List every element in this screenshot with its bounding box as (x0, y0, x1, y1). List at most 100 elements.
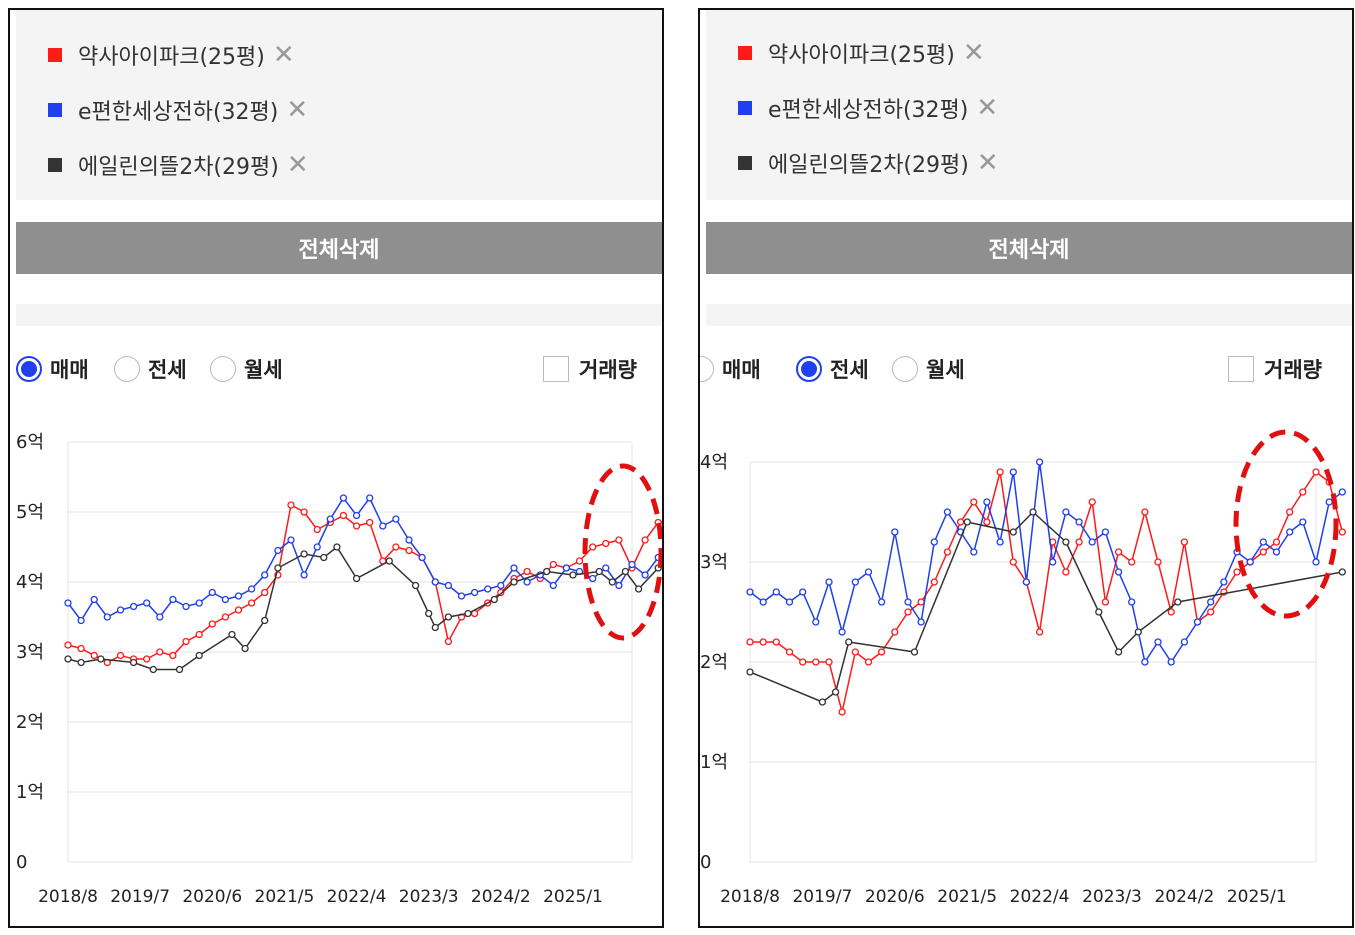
data-point (129, 602, 138, 611)
data-point (1286, 508, 1294, 516)
trade-type-radios: 매매 전세 월세 거래량 (700, 354, 1352, 394)
data-point (510, 578, 518, 586)
data-point (300, 508, 308, 516)
data-point (129, 658, 138, 667)
data-point (1154, 638, 1162, 646)
x-tick-label: 2024/2 (471, 887, 531, 907)
radio-jeonse[interactable]: 전세 (114, 354, 187, 384)
series-line (67, 496, 662, 622)
close-icon[interactable]: ✕ (962, 38, 985, 68)
data-point (825, 578, 833, 586)
data-point (562, 564, 571, 572)
data-point (1009, 558, 1017, 566)
radio-label: 전세 (830, 358, 869, 382)
data-point (1088, 498, 1096, 506)
data-point (746, 588, 754, 596)
data-point (457, 592, 466, 600)
volume-checkbox[interactable]: 거래량 (1228, 354, 1322, 384)
legend-swatch-red (738, 46, 752, 60)
delete-all-button[interactable]: 전체삭제 (706, 222, 1352, 274)
data-point (812, 618, 820, 626)
data-point (1312, 558, 1320, 566)
data-point (799, 588, 807, 596)
close-icon[interactable]: ✕ (272, 40, 295, 70)
data-point (208, 620, 216, 628)
legend-label: e편한세상전하(32평) (768, 98, 969, 123)
data-point (1141, 508, 1149, 516)
data-point (1180, 638, 1189, 646)
data-point (1049, 558, 1057, 566)
data-point (1338, 528, 1346, 536)
data-point (917, 598, 925, 606)
legend-item: e편한세상전하(32평) ✕ (48, 95, 308, 125)
data-point (352, 574, 361, 583)
radio-jeonse[interactable]: 전세 (796, 354, 869, 384)
data-point (891, 528, 899, 536)
data-point (1325, 498, 1333, 506)
data-point (812, 658, 820, 666)
data-point (385, 557, 393, 565)
close-icon[interactable]: ✕ (286, 95, 309, 125)
data-point (1029, 508, 1037, 516)
legend-item: 약사아이파크(25평) ✕ (48, 40, 295, 70)
checkbox-icon (1228, 356, 1254, 382)
data-point (759, 598, 767, 606)
data-point (352, 511, 361, 520)
data-point (864, 568, 873, 576)
data-point (156, 648, 164, 656)
data-point (983, 518, 991, 526)
data-point (1180, 538, 1189, 546)
radio-sale[interactable]: 매매 (16, 354, 89, 384)
close-icon[interactable]: ✕ (976, 148, 999, 178)
data-point (641, 571, 649, 579)
data-point (470, 588, 479, 597)
close-icon[interactable]: ✕ (976, 93, 999, 123)
data-point (851, 648, 859, 656)
data-point (831, 688, 840, 696)
data-point (1259, 538, 1267, 546)
x-tick-label: 2023/3 (399, 887, 459, 907)
data-point (615, 581, 623, 590)
chart-panel-jeonse: 약사아이파크(25평) ✕ e편한세상전하(32평) ✕ 에일린의뜰2차(29평… (698, 8, 1354, 928)
legend-label: 약사아이파크(25평) (768, 43, 955, 68)
radio-sale[interactable]: 매매 (700, 354, 761, 384)
data-point (1114, 648, 1123, 656)
data-point (149, 665, 157, 674)
data-point (799, 658, 807, 666)
volume-checkbox[interactable]: 거래량 (543, 354, 637, 384)
data-point (910, 648, 919, 656)
data-point (1272, 548, 1281, 556)
data-point (247, 585, 256, 593)
data-point (169, 595, 177, 604)
data-point (1062, 538, 1070, 546)
data-point (339, 494, 348, 502)
data-point (943, 508, 952, 516)
highlight-ellipse (582, 463, 662, 641)
data-point (274, 546, 282, 555)
legend-label: 에일린의뜰2차(29평) (78, 155, 279, 180)
radio-label: 월세 (244, 358, 283, 382)
checkbox-label: 거래량 (1264, 358, 1322, 382)
data-point (1009, 468, 1017, 476)
checkbox-label: 거래량 (579, 358, 637, 382)
checkbox-icon (543, 356, 569, 382)
x-tick-label: 2021/5 (255, 887, 315, 907)
data-point (484, 585, 492, 593)
data-point (1167, 608, 1175, 616)
data-point (996, 468, 1004, 476)
radio-monthly[interactable]: 월세 (892, 354, 965, 384)
delete-all-button[interactable]: 전체삭제 (16, 222, 662, 274)
legend-swatch-blue (738, 101, 752, 115)
close-icon[interactable]: ✕ (286, 150, 309, 180)
data-point (444, 581, 453, 590)
data-point (1220, 578, 1228, 586)
radio-monthly[interactable]: 월세 (210, 354, 283, 384)
data-point (1075, 538, 1083, 546)
data-point (464, 609, 472, 618)
data-point (497, 588, 505, 597)
data-point (195, 599, 203, 607)
y-tick-label: 4억 (16, 572, 44, 593)
data-point (602, 564, 610, 572)
radio-label: 전세 (148, 358, 187, 382)
radio-unselected-icon (210, 356, 236, 382)
